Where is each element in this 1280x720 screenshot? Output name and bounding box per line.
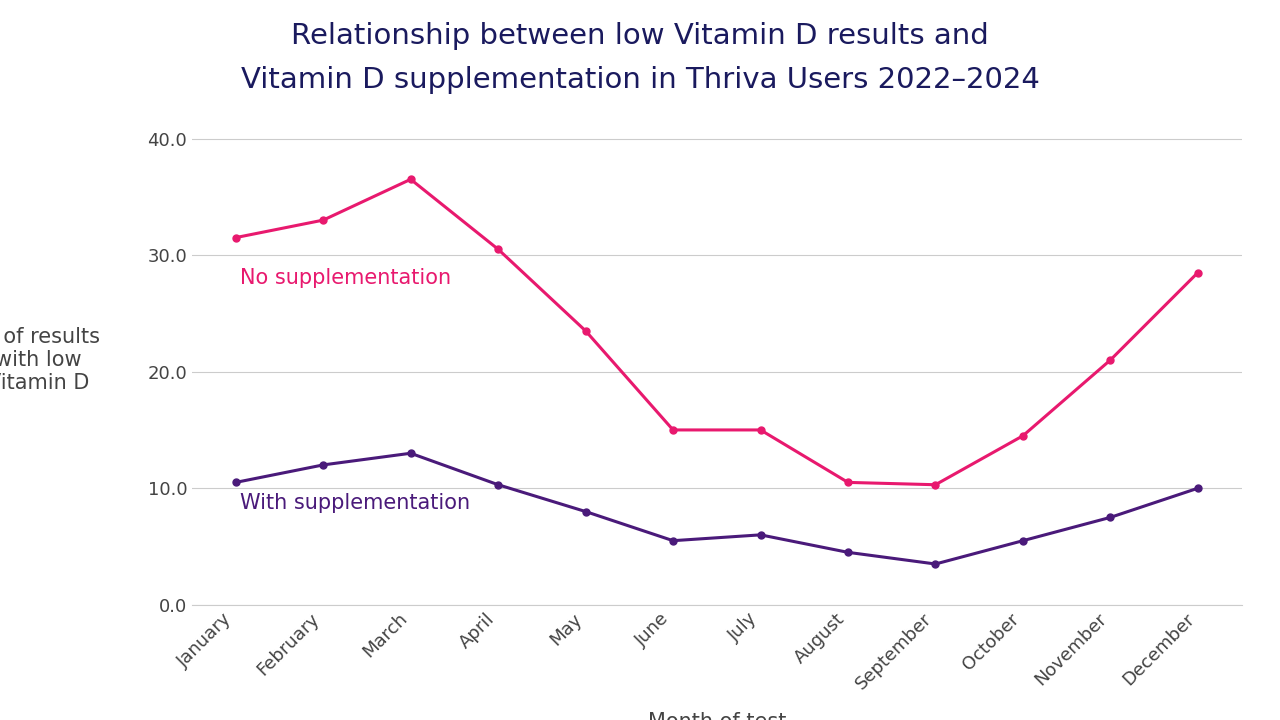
X-axis label: Month of test: Month of test [648, 712, 786, 720]
Text: % of results
with low
Vitamin D: % of results with low Vitamin D [0, 327, 100, 393]
Text: With supplementation: With supplementation [241, 493, 470, 513]
Text: Relationship between low Vitamin D results and: Relationship between low Vitamin D resul… [291, 22, 989, 50]
Text: No supplementation: No supplementation [241, 269, 452, 288]
Text: Vitamin D supplementation in Thriva Users 2022–2024: Vitamin D supplementation in Thriva User… [241, 66, 1039, 94]
